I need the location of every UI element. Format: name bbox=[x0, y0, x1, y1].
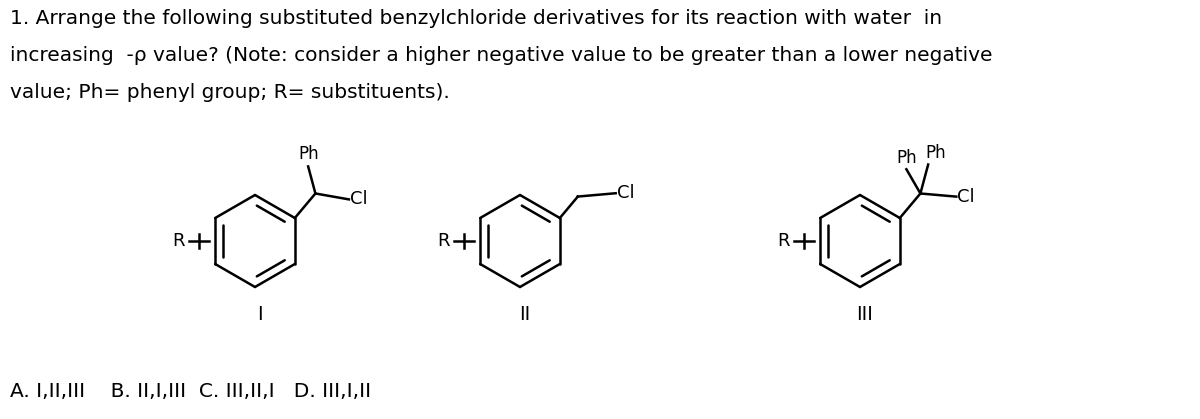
Text: A. I,II,III    B. II,I,III  C. III,II,I   D. III,I,II: A. I,II,III B. II,I,III C. III,II,I D. I… bbox=[10, 382, 371, 401]
Text: increasing  -ρ value? (Note: consider a higher negative value to be greater than: increasing -ρ value? (Note: consider a h… bbox=[10, 46, 992, 65]
Text: Cl: Cl bbox=[958, 188, 974, 206]
Text: Cl: Cl bbox=[617, 184, 635, 202]
Text: value; Ph= phenyl group; R= substituents).: value; Ph= phenyl group; R= substituents… bbox=[10, 83, 450, 102]
Text: R: R bbox=[438, 232, 450, 250]
Text: Ph: Ph bbox=[299, 145, 319, 163]
Text: I: I bbox=[257, 305, 263, 324]
Text: Ph: Ph bbox=[926, 144, 947, 161]
Text: III: III bbox=[857, 305, 874, 324]
Text: II: II bbox=[520, 305, 530, 324]
Text: Ph: Ph bbox=[896, 149, 917, 167]
Text: Cl: Cl bbox=[350, 190, 367, 208]
Text: R: R bbox=[173, 232, 185, 250]
Text: R: R bbox=[778, 232, 790, 250]
Text: 1. Arrange the following substituted benzylchloride derivatives for its reaction: 1. Arrange the following substituted ben… bbox=[10, 9, 942, 28]
